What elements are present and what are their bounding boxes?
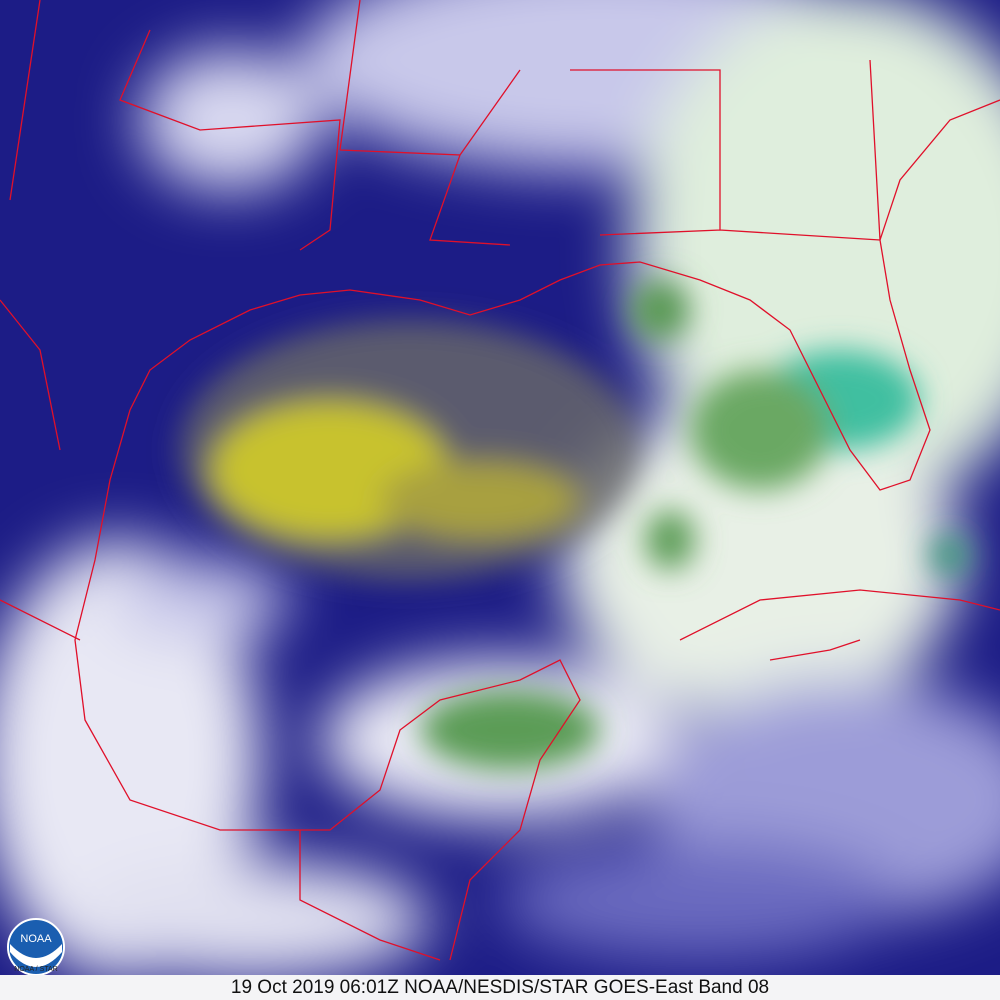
water-vapor-image (0, 0, 1000, 975)
noaa-logo: NOAA (7, 918, 65, 976)
logo-subtext: NOAA / STAR (14, 966, 58, 973)
image-caption: 19 Oct 2019 06:01Z NOAA/NESDIS/STAR GOES… (0, 975, 1000, 1000)
dry-and-moist-features (180, 280, 970, 770)
moisture-field (0, 0, 1000, 975)
logo-text: NOAA (20, 933, 52, 945)
political-boundaries (0, 0, 1000, 961)
